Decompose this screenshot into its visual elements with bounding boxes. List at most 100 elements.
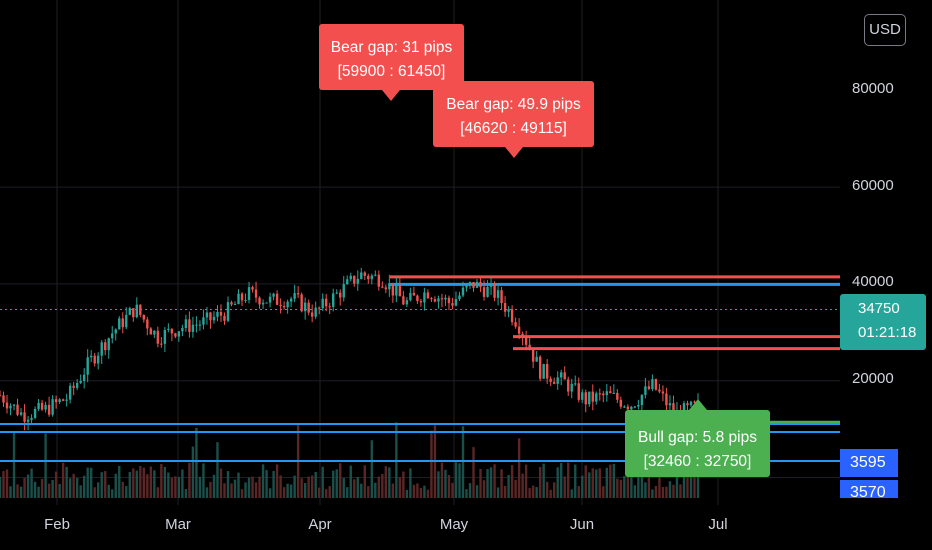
volume-bar [654, 485, 658, 498]
volume-bar [135, 470, 138, 498]
y-label-60000: 60000 [852, 177, 894, 194]
volume-bar [205, 487, 209, 498]
candle-body [251, 287, 254, 290]
volume-bar [16, 484, 19, 498]
volume-bar [353, 479, 356, 498]
volume-bar [521, 473, 524, 498]
candle-body [325, 298, 328, 307]
candle-body [654, 379, 658, 390]
volume-bar [370, 440, 373, 498]
volume-bar [616, 478, 619, 498]
volume-bar [132, 468, 135, 498]
candle-body [314, 307, 317, 317]
candle-body [307, 302, 310, 313]
volume-bar [675, 475, 679, 498]
candle-body [416, 295, 419, 302]
volume-bar [658, 462, 661, 498]
candle-body [388, 283, 391, 290]
candle-body [616, 392, 619, 400]
candle-body [163, 329, 167, 344]
candle-body [658, 389, 661, 392]
volume-bar [363, 465, 366, 498]
candle-body [247, 287, 251, 300]
volume-bar [454, 462, 458, 498]
volume-bar [33, 481, 37, 498]
bull-gap-pointer [689, 399, 707, 410]
candle-body [328, 306, 331, 308]
candle-body [26, 419, 30, 422]
last-price-countdown: 01:21:18 [858, 324, 917, 341]
currency-button[interactable]: USD [864, 14, 906, 46]
candle-body [279, 304, 282, 307]
candle-body [419, 301, 423, 303]
x-label-apr: Apr [308, 516, 332, 533]
volume-bar [282, 487, 286, 498]
volume-bar [321, 466, 324, 498]
volume-bar [637, 473, 640, 498]
x-label-mar: Mar [165, 516, 191, 533]
volume-bar [349, 465, 352, 498]
candle-body [356, 278, 359, 284]
volume-bar [174, 476, 177, 498]
candle-body [97, 355, 100, 364]
volume-bar [588, 472, 591, 498]
volume-bar [339, 463, 342, 498]
volume-bar [0, 476, 2, 498]
candle-body [275, 293, 279, 305]
candle-body [472, 281, 475, 288]
volume-bar [12, 431, 16, 498]
candle-body [44, 404, 47, 410]
volume-bar [384, 466, 388, 498]
volume-bar [254, 482, 258, 498]
volume-bar [258, 476, 261, 498]
volume-bar [279, 475, 282, 498]
volume-bar [696, 462, 700, 498]
volume-bar [268, 488, 272, 498]
volume-bar [409, 468, 412, 498]
volume-bar [286, 483, 289, 498]
volume-bar [170, 477, 174, 498]
candle-body [556, 377, 559, 384]
candle-body [86, 357, 89, 375]
volume-bar [314, 471, 317, 498]
volume-bar [398, 477, 402, 498]
candle-body [630, 406, 633, 410]
candle-body [272, 293, 275, 297]
candle-body [384, 287, 388, 290]
volume-bar [577, 485, 580, 498]
volume-bar [261, 464, 265, 498]
candle-body [51, 399, 54, 415]
volume-bar [489, 467, 493, 498]
volume-bar [19, 486, 23, 498]
candle-body [409, 292, 412, 301]
candle-body [381, 286, 384, 288]
candle-body [447, 297, 451, 304]
candle-body [212, 316, 216, 321]
candle-body [437, 298, 440, 302]
volume-bar [247, 477, 251, 498]
volume-bar [54, 471, 58, 498]
candle-body [68, 385, 72, 400]
volume-bar [598, 468, 601, 498]
bear-gap-2-line1: Bear gap: 49.9 pips [446, 96, 581, 113]
last-price-tag: 34750 01:21:18 [840, 294, 926, 350]
volume-bar [461, 426, 465, 498]
volume-bar [468, 483, 472, 498]
volume-bar [556, 467, 559, 498]
candle-body [258, 297, 261, 305]
candle-body [489, 283, 493, 287]
volume-bar [623, 475, 626, 498]
candle-body [317, 307, 321, 309]
volume-bar [374, 482, 377, 498]
last-price-value: 34750 [858, 300, 900, 317]
candle-body [321, 298, 324, 309]
volume-bar [335, 469, 338, 498]
volume-bar [581, 475, 584, 498]
candle-body [5, 402, 9, 409]
volume-bar [44, 433, 47, 498]
volume-bar [689, 462, 693, 498]
volume-bar [226, 471, 230, 498]
volume-bar [472, 447, 475, 498]
candle-body [65, 399, 68, 401]
candle-body [261, 302, 265, 305]
